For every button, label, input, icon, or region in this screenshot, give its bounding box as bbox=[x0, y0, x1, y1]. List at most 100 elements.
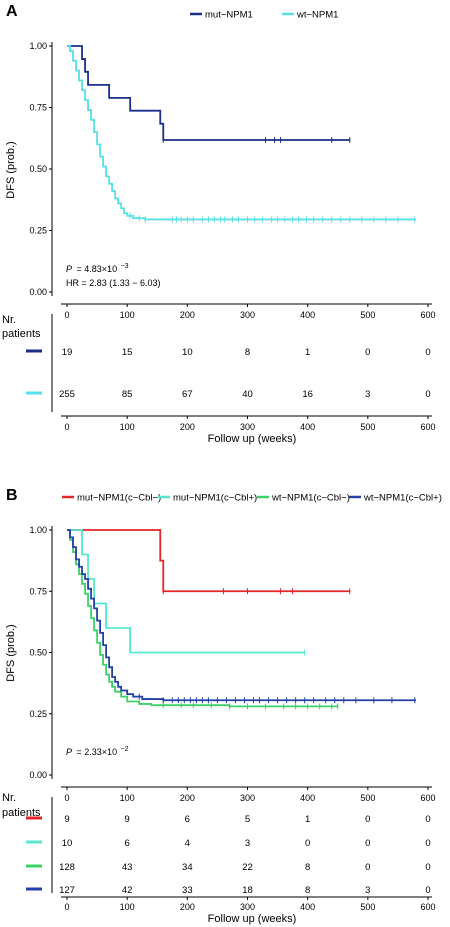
risk-count: 4 bbox=[185, 838, 190, 849]
risk-count: 6 bbox=[185, 814, 190, 825]
risk-count: 127 bbox=[59, 885, 75, 896]
panel-b: B mut−NPM1(c−Cbl−) mut−NPM1(c−Cbl+) wt−NPM… bbox=[2, 487, 442, 925]
risk-count: 9 bbox=[125, 814, 130, 825]
risk-x-tick-label: 600 bbox=[420, 902, 435, 912]
legend-label-1: mut−NPM1 bbox=[205, 10, 253, 21]
panel-b-legend: mut−NPM1(c−Cbl−) mut−NPM1(c−Cbl+) wt−NPM1(… bbox=[62, 493, 442, 504]
panel-a-pvalue-text: = 4.83×10 bbox=[77, 264, 118, 274]
risk-x-tick-label: 200 bbox=[180, 422, 195, 432]
x-tick-label: 100 bbox=[120, 310, 135, 320]
km-curve-3 bbox=[67, 529, 338, 708]
risk-count: 10 bbox=[182, 347, 193, 358]
panel-b-label: B bbox=[6, 487, 18, 504]
panel-a-pvalue: P = 4.83×10 −3 bbox=[66, 263, 129, 274]
risk-count: 16 bbox=[302, 389, 313, 400]
risk-count: 85 bbox=[122, 389, 133, 400]
legend-label-3: wt−NPM1(c−Cbl−) bbox=[271, 493, 350, 504]
risk-count: 0 bbox=[365, 862, 370, 873]
risk-x-tick-label: 300 bbox=[240, 902, 255, 912]
risk-count: 1 bbox=[305, 814, 310, 825]
svg-text:P = 2.33×10 −2: P = 2.33×10 −2 bbox=[66, 746, 129, 757]
y-tick-label: 0.00 bbox=[29, 287, 47, 297]
km-curve-1 bbox=[67, 529, 350, 593]
risk-x-tick-label: 100 bbox=[120, 902, 135, 912]
risk-count: 0 bbox=[365, 347, 370, 358]
panel-a-pvalue-exp: −3 bbox=[121, 263, 129, 270]
x-tick-label: 600 bbox=[420, 793, 435, 803]
risk-count: 0 bbox=[425, 838, 430, 849]
risk-x-tick-label: 300 bbox=[240, 422, 255, 432]
panel-b-pvalue: P = 2.33×10 −2 bbox=[66, 746, 129, 757]
risk-count: 10 bbox=[62, 838, 73, 849]
y-tick-label: 1.00 bbox=[29, 41, 47, 51]
km-curve-2 bbox=[67, 45, 416, 221]
risk-count: 8 bbox=[245, 347, 250, 358]
risk-count: 19 bbox=[62, 347, 73, 358]
x-tick-label: 500 bbox=[360, 310, 375, 320]
legend-label-4: wt−NPM1(c−Cbl+) bbox=[363, 493, 442, 504]
y-tick-label: 0.75 bbox=[29, 103, 47, 113]
panel-b-km-plot: 0.00 0.25 0.50 0.75 1.00 0 100 200 300 400 500 600 bbox=[29, 525, 435, 803]
panel-a: A mut−NPM1 wt−NPM1 0.00 0.25 0.50 0.75 1.00 0 1… bbox=[2, 3, 436, 445]
risk-count: 0 bbox=[425, 389, 430, 400]
risk-x-tick-label: 500 bbox=[360, 902, 375, 912]
x-tick-label: 400 bbox=[300, 793, 315, 803]
risk-count: 3 bbox=[365, 389, 370, 400]
risk-count: 9 bbox=[64, 814, 69, 825]
panel-a-x-axis-label: Follow up (weeks) bbox=[208, 433, 297, 445]
risk-count: 0 bbox=[365, 838, 370, 849]
risk-x-tick-label: 400 bbox=[300, 902, 315, 912]
panel-a-km-plot: 0.00 0.25 0.50 0.75 1.00 0 100 200 300 400 500 600 bbox=[29, 41, 435, 320]
risk-count: 5 bbox=[245, 814, 250, 825]
risk-x-tick-label: 200 bbox=[180, 902, 195, 912]
risk-count: 0 bbox=[365, 814, 370, 825]
panel-a-y-axis-label: DFS (prob.) bbox=[5, 141, 17, 198]
km-curve-4 bbox=[67, 529, 416, 702]
y-tick-label: 0.25 bbox=[29, 226, 47, 236]
panel-a-pvalue-prefix: P bbox=[66, 264, 72, 274]
risk-count: 40 bbox=[242, 389, 253, 400]
risk-count: 15 bbox=[122, 347, 133, 358]
risk-count: 0 bbox=[425, 862, 430, 873]
risk-count: 8 bbox=[305, 885, 310, 896]
risk-count: 67 bbox=[182, 389, 193, 400]
panel-b-x-axis-label: Follow up (weeks) bbox=[208, 913, 297, 925]
x-tick-label: 400 bbox=[300, 310, 315, 320]
risk-count: 0 bbox=[305, 838, 310, 849]
y-tick-label: 0.75 bbox=[29, 586, 47, 596]
risk-x-tick-label: 0 bbox=[64, 902, 69, 912]
panel-b-risk-title-line1: Nr. bbox=[2, 792, 16, 804]
risk-count: 3 bbox=[245, 838, 250, 849]
x-tick-label: 100 bbox=[120, 793, 135, 803]
x-tick-label: 500 bbox=[360, 793, 375, 803]
y-tick-label: 0.25 bbox=[29, 709, 47, 719]
risk-count: 3 bbox=[365, 885, 370, 896]
risk-count: 1 bbox=[305, 347, 310, 358]
y-tick-label: 1.00 bbox=[29, 525, 47, 535]
x-tick-label: 0 bbox=[64, 793, 69, 803]
risk-x-tick-label: 500 bbox=[360, 422, 375, 432]
panel-b-pvalue-prefix: P bbox=[66, 747, 72, 757]
x-tick-label: 200 bbox=[180, 310, 195, 320]
risk-x-tick-label: 400 bbox=[300, 422, 315, 432]
x-tick-label: 300 bbox=[240, 310, 255, 320]
svg-text:P = 4.83×10 −3: P = 4.83×10 −3 bbox=[66, 263, 129, 274]
risk-count: 33 bbox=[182, 885, 193, 896]
risk-count: 22 bbox=[242, 862, 253, 873]
panel-a-risk-title-line1: Nr. bbox=[2, 314, 16, 326]
km-curve-2 bbox=[67, 529, 305, 654]
risk-count: 34 bbox=[182, 862, 193, 873]
risk-x-tick-label: 100 bbox=[120, 422, 135, 432]
legend-label-2: mut−NPM1(c−Cbl+) bbox=[173, 493, 257, 504]
x-tick-label: 600 bbox=[420, 310, 435, 320]
risk-count: 255 bbox=[59, 389, 75, 400]
legend-label-1: mut−NPM1(c−Cbl−) bbox=[77, 493, 161, 504]
risk-count: 6 bbox=[125, 838, 130, 849]
km-curve-1 bbox=[67, 45, 350, 141]
legend-label-2: wt−NPM1 bbox=[296, 10, 338, 21]
panel-b-pvalue-text: = 2.33×10 bbox=[77, 747, 118, 757]
x-tick-label: 200 bbox=[180, 793, 195, 803]
